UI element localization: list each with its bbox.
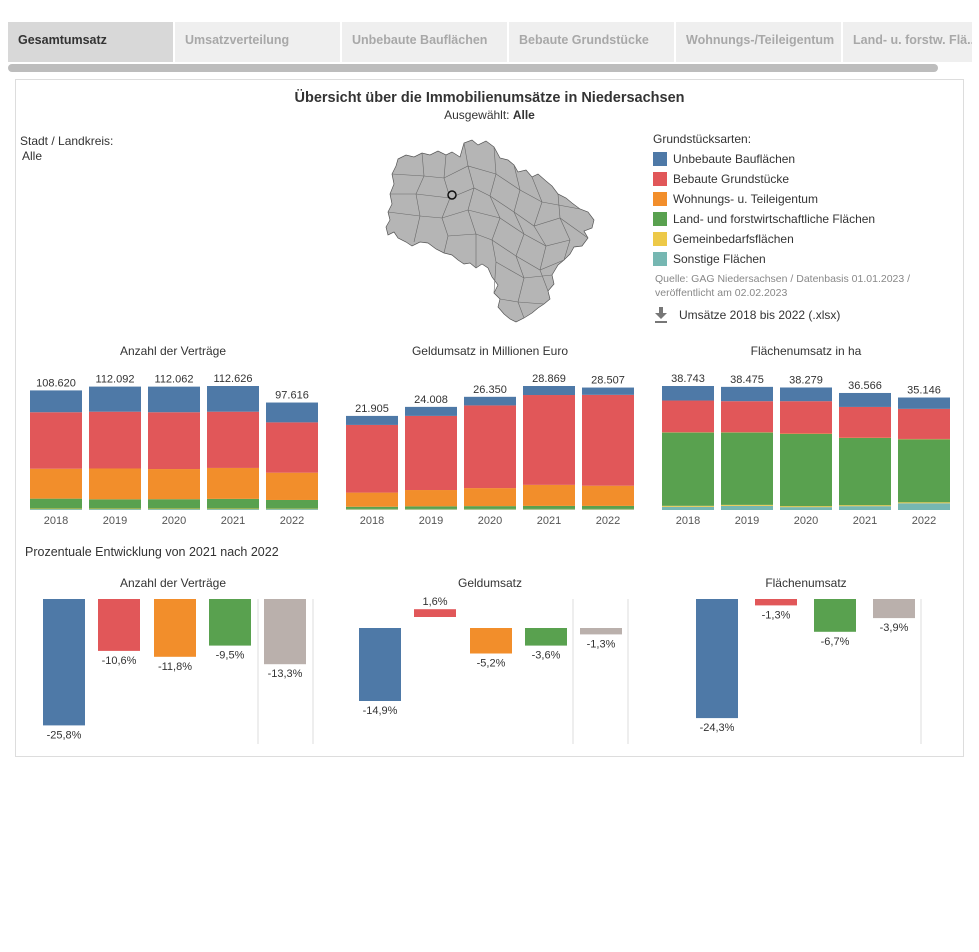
tab-gesamtumsatz[interactable]: Gesamtumsatz: [8, 22, 173, 62]
map-region-state[interactable]: [385, 139, 595, 323]
legend-item-wohnungs-teileigentum[interactable]: Wohnungs- u. Teileigentum: [653, 189, 953, 209]
niedersachsen-map[interactable]: [384, 136, 599, 326]
tab-bebaute-grundstuecke[interactable]: Bebaute Grundstücke: [509, 22, 674, 62]
legend-label: Bebaute Grundstücke: [673, 172, 790, 186]
filter-stadt-landkreis[interactable]: Alle: [22, 149, 43, 163]
legend-swatch: [653, 252, 667, 266]
download-label: Umsätze 2018 bis 2022 (.xlsx): [679, 308, 841, 322]
filter-label: Stadt / Landkreis:: [20, 134, 114, 148]
tab-scrollbar[interactable]: [8, 64, 938, 72]
page-title: Übersicht über die Immobilienumsätze in …: [294, 90, 685, 106]
selection-prefix: Ausgewählt:: [444, 108, 510, 122]
legend: Grundstücksarten: Unbebaute Bauflächen B…: [653, 132, 953, 269]
legend-label: Land- und forstwirtschaftliche Flächen: [673, 212, 876, 226]
legend-item-land-forstwirtschaft[interactable]: Land- und forstwirtschaftliche Flächen: [653, 209, 953, 229]
legend-label: Unbebaute Bauflächen: [673, 152, 796, 166]
selection-value: Alle: [512, 108, 535, 122]
legend-swatch: [653, 232, 667, 246]
dashboard-tabs: Gesamtumsatz Umsatzverteilung Unbebaute …: [8, 22, 972, 62]
legend-label: Wohnungs- u. Teileigentum: [673, 192, 818, 206]
legend-swatch: [653, 152, 667, 166]
legend-swatch: [653, 192, 667, 206]
legend-item-gemeinbedarfsflaechen[interactable]: Gemeinbedarfsflächen: [653, 229, 953, 249]
legend-swatch: [653, 212, 667, 226]
tab-unbebaute-bauflaechen[interactable]: Unbebaute Bauflächen: [342, 22, 507, 62]
legend-title: Grundstücksarten:: [653, 132, 752, 146]
legend-item-unbebaute-bauflaechen[interactable]: Unbebaute Bauflächen: [653, 149, 953, 169]
legend-swatch: [653, 172, 667, 186]
legend-label: Sonstige Flächen: [673, 252, 766, 266]
download-xlsx-link[interactable]: Umsätze 2018 bis 2022 (.xlsx): [654, 307, 840, 323]
download-icon: [655, 307, 667, 323]
selection-subtitle: Ausgewählt: Alle: [0, 108, 979, 122]
tab-land-forstw-flaechen[interactable]: Land- u. forstw. Flä..: [843, 22, 972, 62]
legend-label: Gemeinbedarfsflächen: [673, 232, 794, 246]
tab-wohnungs-teileigentum[interactable]: Wohnungs-/Teileigentum: [676, 22, 841, 62]
tab-umsatzverteilung[interactable]: Umsatzverteilung: [175, 22, 340, 62]
source-note: Quelle: GAG Niedersachsen / Datenbasis 0…: [655, 273, 911, 299]
legend-item-sonstige-flaechen[interactable]: Sonstige Flächen: [653, 249, 953, 269]
map-city-marker[interactable]: [447, 190, 457, 200]
legend-item-bebaute-grundstuecke[interactable]: Bebaute Grundstücke: [653, 169, 953, 189]
